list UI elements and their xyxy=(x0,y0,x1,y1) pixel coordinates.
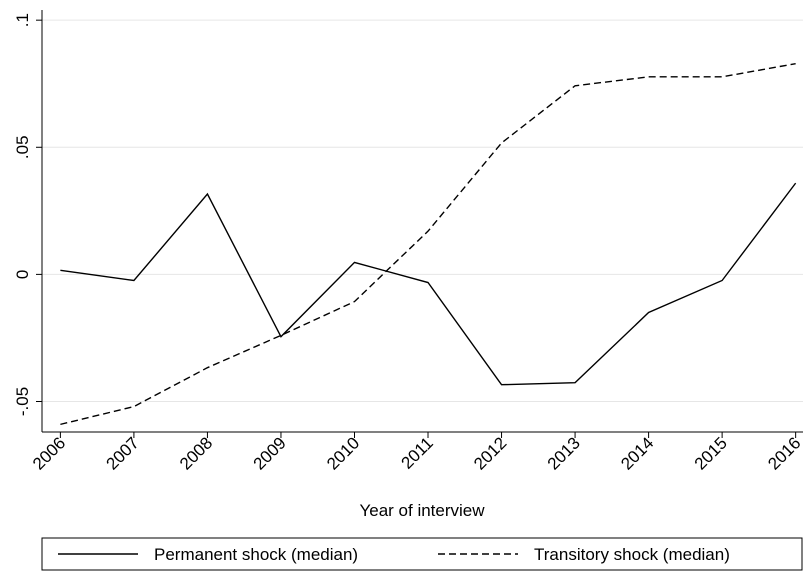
x-tick-label: 2007 xyxy=(103,433,143,473)
x-tick-label: 2008 xyxy=(176,433,216,473)
y-tick-label: .1 xyxy=(13,13,32,27)
x-tick-label: 2016 xyxy=(764,433,804,473)
x-tick-label: 2015 xyxy=(691,433,731,473)
x-tick-label: 2011 xyxy=(398,433,437,472)
y-tick-label: -.05 xyxy=(13,387,32,416)
x-tick-label: 2014 xyxy=(617,433,657,473)
series-line xyxy=(60,62,796,426)
y-tick-label: .05 xyxy=(13,135,32,159)
legend-label: Permanent shock (median) xyxy=(154,545,358,564)
legend-label: Transitory shock (median) xyxy=(534,545,730,564)
y-tick-label: 0 xyxy=(13,270,32,279)
series-line xyxy=(60,182,797,386)
x-tick-label: 2013 xyxy=(544,433,584,473)
x-tick-label: 2010 xyxy=(323,433,363,473)
x-axis-label: Year of interview xyxy=(359,501,485,520)
legend-box xyxy=(41,537,803,571)
x-tick-label: 2006 xyxy=(29,433,69,473)
x-tick-label: 2009 xyxy=(250,433,290,473)
x-tick-label: 2012 xyxy=(470,433,510,473)
